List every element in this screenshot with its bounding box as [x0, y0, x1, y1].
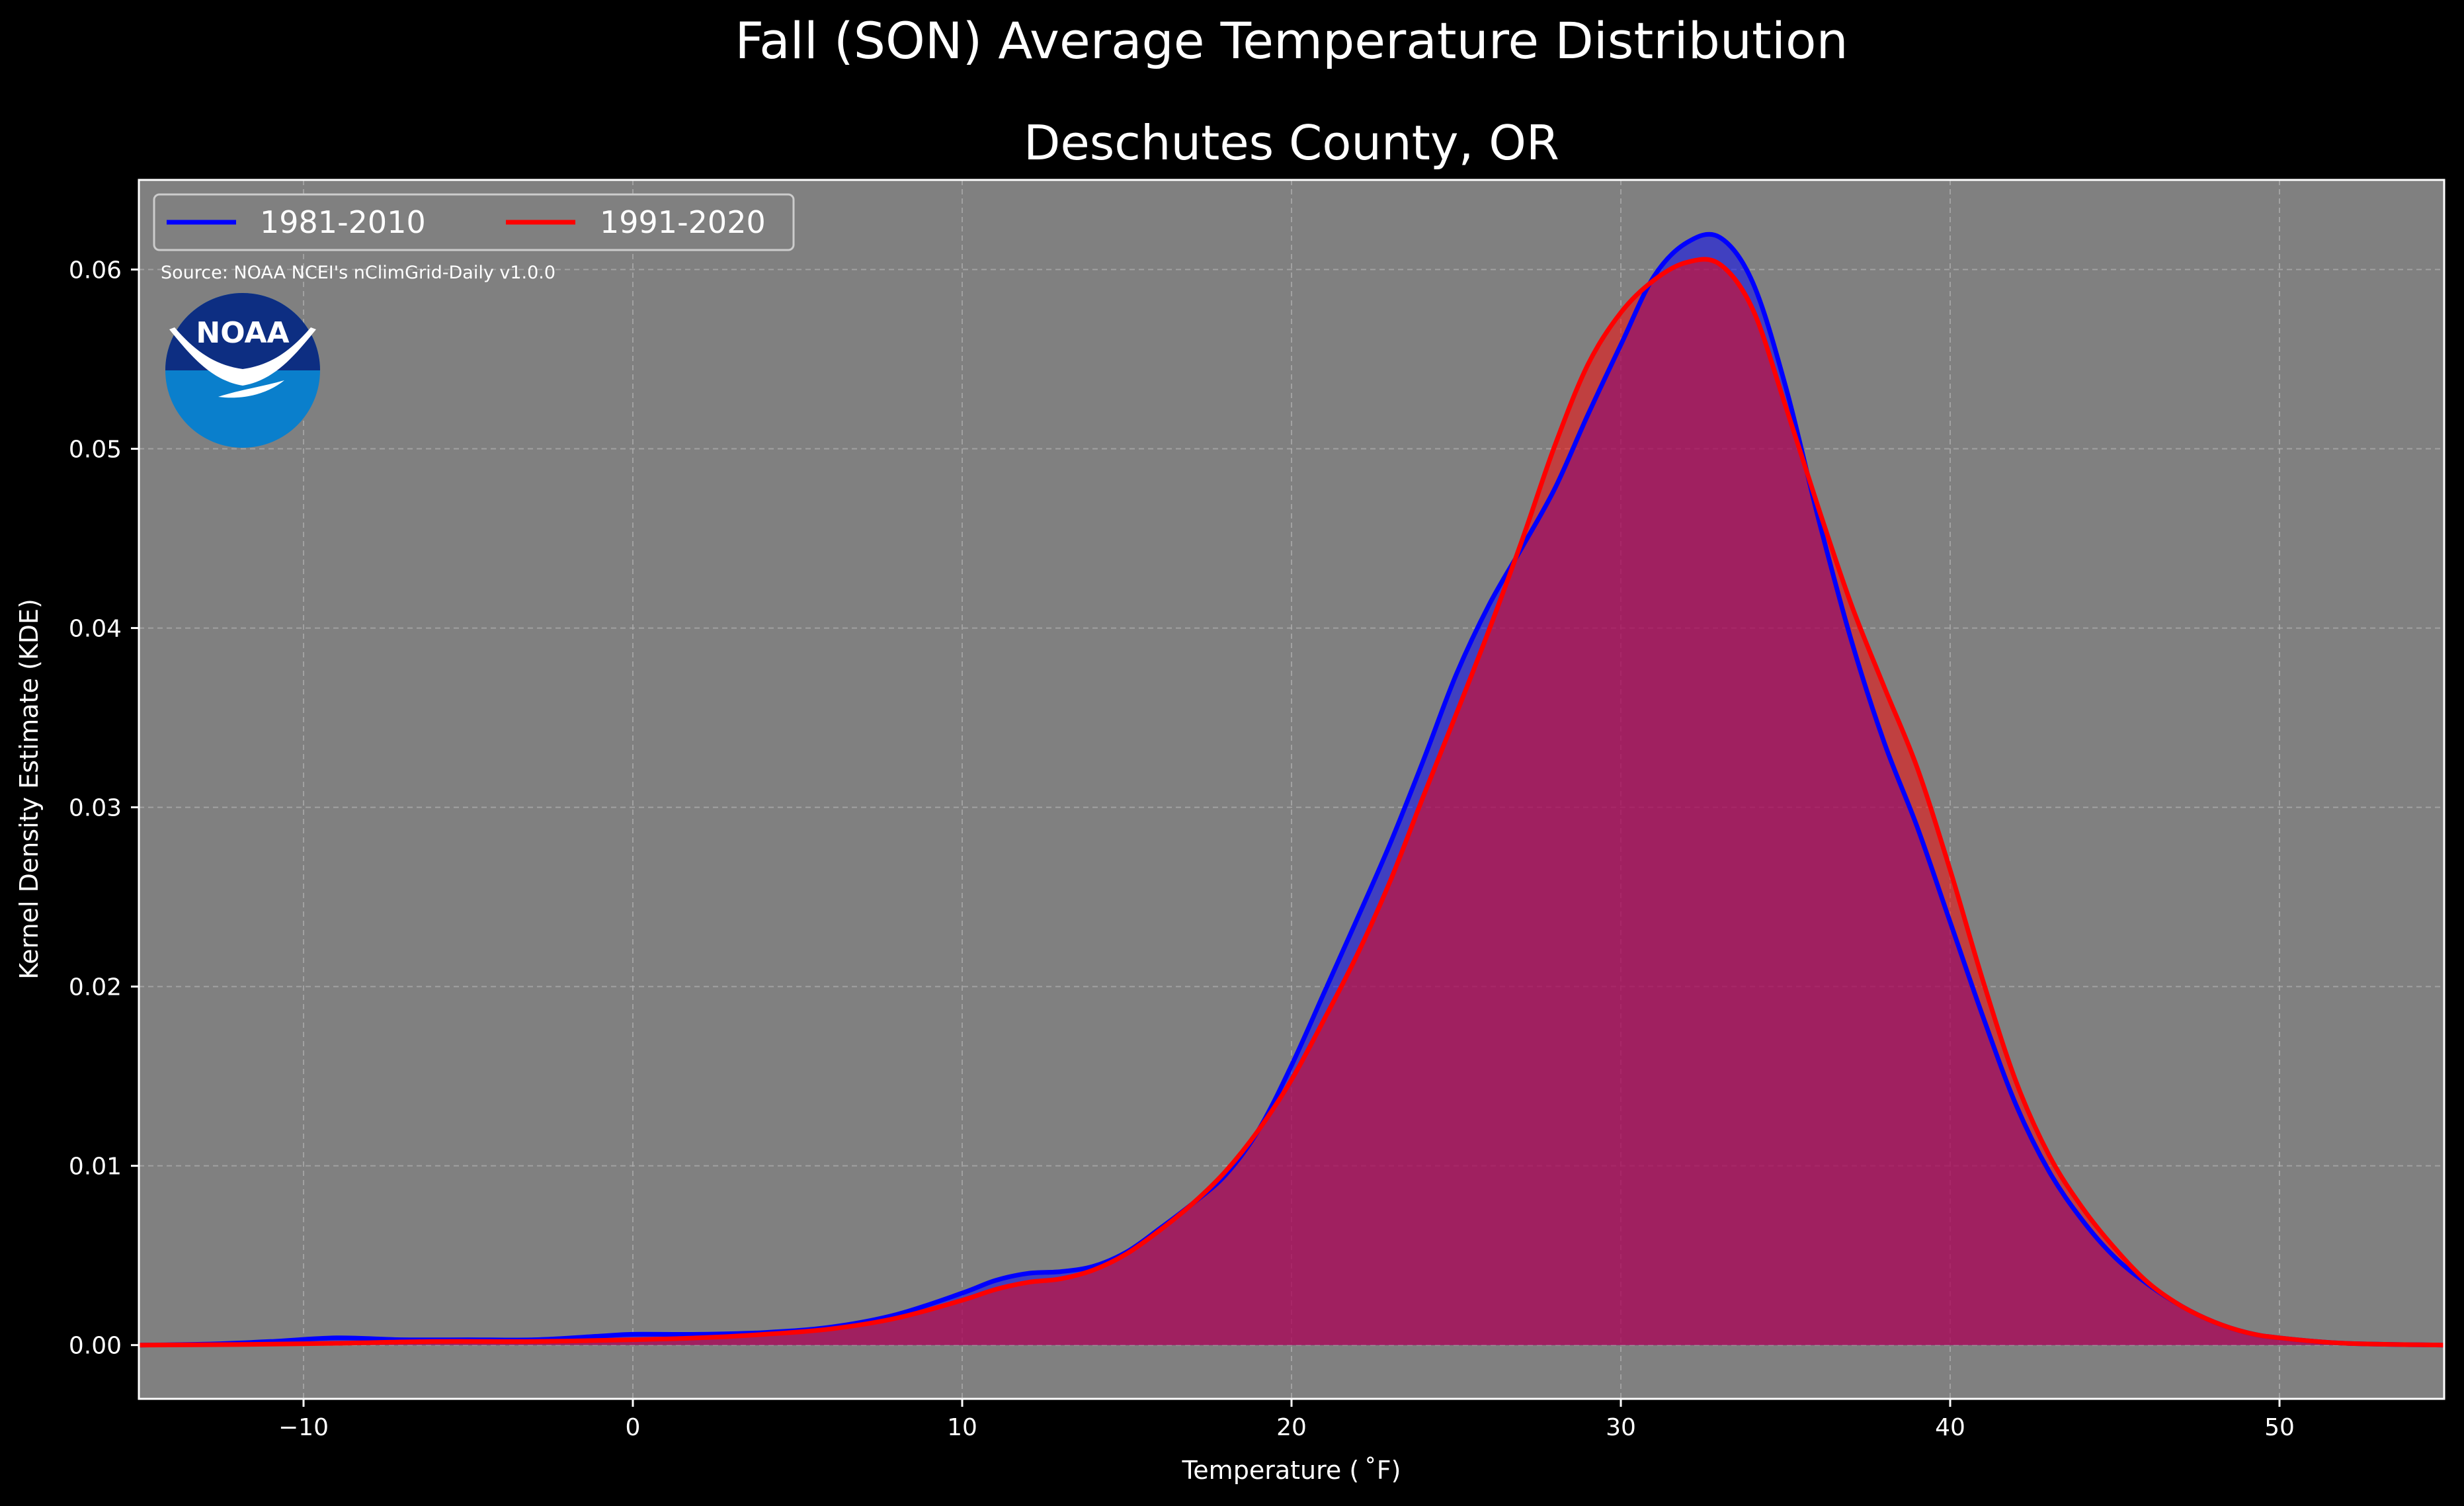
legend-label-1981-2010: 1981-2010: [260, 204, 426, 240]
y-tick-label: 0.05: [69, 437, 122, 464]
x-tick-label: 50: [2264, 1414, 2295, 1441]
x-tick-label: 0: [626, 1414, 641, 1441]
y-tick-label: 0.04: [69, 616, 122, 643]
x-tick-label: 20: [1276, 1414, 1307, 1441]
x-axis-label: Temperature ( ˚F): [1182, 1456, 1401, 1485]
source-note: Source: NOAA NCEI's nClimGrid-Daily v1.0…: [161, 263, 555, 283]
x-tick-label: 40: [1935, 1414, 1965, 1441]
series-line-1991-2020: [138, 257, 2445, 1348]
y-tick-label: 0.02: [69, 974, 122, 1001]
x-axis: −10 0 10 20 30 40 50: [278, 1399, 2295, 1441]
y-axis: 0.00 0.01 0.02 0.03 0.04 0.05 0.06: [69, 257, 139, 1360]
noaa-logo: NOAA: [165, 293, 320, 448]
legend-box: [153, 193, 795, 251]
y-tick-label: 0.06: [69, 257, 122, 284]
x-tick-label: 10: [947, 1414, 977, 1441]
series-fills: [139, 234, 2444, 1345]
series-line-1981-2010: [138, 231, 2445, 1348]
y-axis-label: Kernel Density Estimate (KDE): [15, 599, 44, 980]
legend-label-1991-2020: 1991-2020: [600, 204, 766, 240]
chart-subtitle: Deschutes County, OR: [1024, 115, 1559, 171]
legend: 1981-2010 1991-2020: [153, 193, 795, 251]
y-tick-label: 0.00: [69, 1333, 122, 1360]
series-lines: [138, 231, 2445, 1348]
x-tick-label: −10: [278, 1414, 329, 1441]
y-tick-label: 0.03: [69, 795, 122, 822]
series-fill-1991-2020: [139, 259, 2444, 1345]
x-tick-label: 30: [1606, 1414, 1636, 1441]
plot-area: [138, 179, 2445, 1400]
chart-title: Fall (SON) Average Temperature Distribut…: [735, 11, 1848, 70]
noaa-logo-text: NOAA: [196, 316, 289, 350]
y-tick-label: 0.01: [69, 1153, 122, 1181]
